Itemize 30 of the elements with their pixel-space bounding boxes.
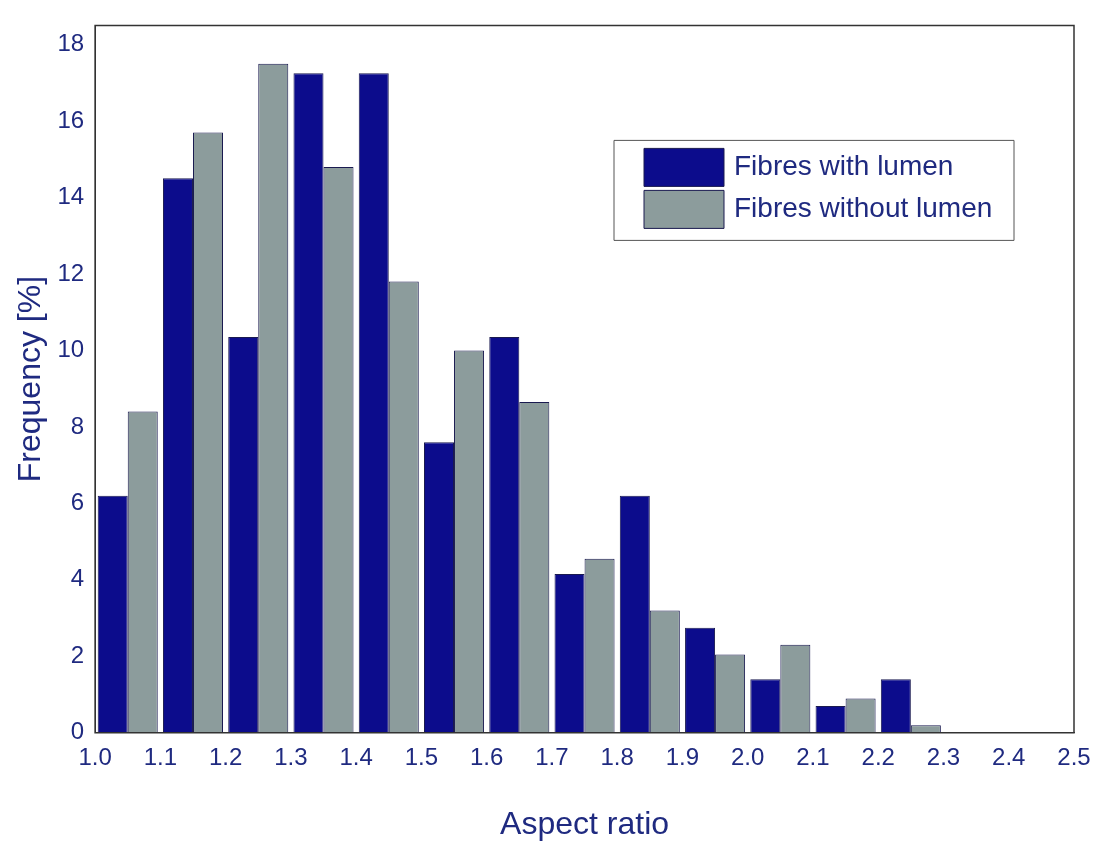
x-tick-label: 1.6 bbox=[469, 742, 504, 770]
x-tick-label: 1.4 bbox=[339, 742, 373, 770]
x-axis-title: Aspect ratio bbox=[500, 804, 670, 841]
y-tick-label: 18 bbox=[57, 29, 85, 57]
y-tick-label: 0 bbox=[70, 717, 85, 745]
x-tick-label: 1.2 bbox=[208, 742, 243, 770]
x-tick-label: 1.7 bbox=[535, 742, 569, 770]
x-tick-label: 1.1 bbox=[143, 742, 178, 770]
x-tick-label: 2.2 bbox=[861, 742, 895, 770]
y-tick-label: 16 bbox=[57, 105, 85, 133]
x-tick-label: 1.3 bbox=[274, 742, 308, 770]
y-tick-label: 8 bbox=[70, 411, 85, 439]
x-tick-label: 1.5 bbox=[404, 742, 439, 770]
legend-label: Fibres with lumen bbox=[734, 150, 954, 182]
x-tick-label: 2.4 bbox=[992, 742, 1026, 770]
x-tick-label: 2.0 bbox=[731, 742, 765, 770]
y-tick-label: 2 bbox=[70, 640, 85, 668]
x-tick-label: 1.9 bbox=[665, 742, 700, 770]
legend-label: Fibres without lumen bbox=[734, 192, 993, 224]
y-axis-title: Frequency [%] bbox=[11, 275, 48, 483]
x-tick-label: 2.5 bbox=[1057, 742, 1091, 770]
y-tick-label: 10 bbox=[57, 335, 85, 363]
x-tick-label: 2.1 bbox=[796, 742, 830, 770]
x-tick-label: 1.0 bbox=[78, 742, 112, 770]
y-tick-label: 14 bbox=[57, 182, 85, 210]
y-tick-label: 6 bbox=[70, 488, 85, 515]
x-tick-label: 1.8 bbox=[600, 742, 634, 770]
y-tick-label: 12 bbox=[57, 258, 85, 286]
y-tick-label: 4 bbox=[70, 564, 85, 592]
x-tick-label: 2.3 bbox=[926, 742, 961, 770]
